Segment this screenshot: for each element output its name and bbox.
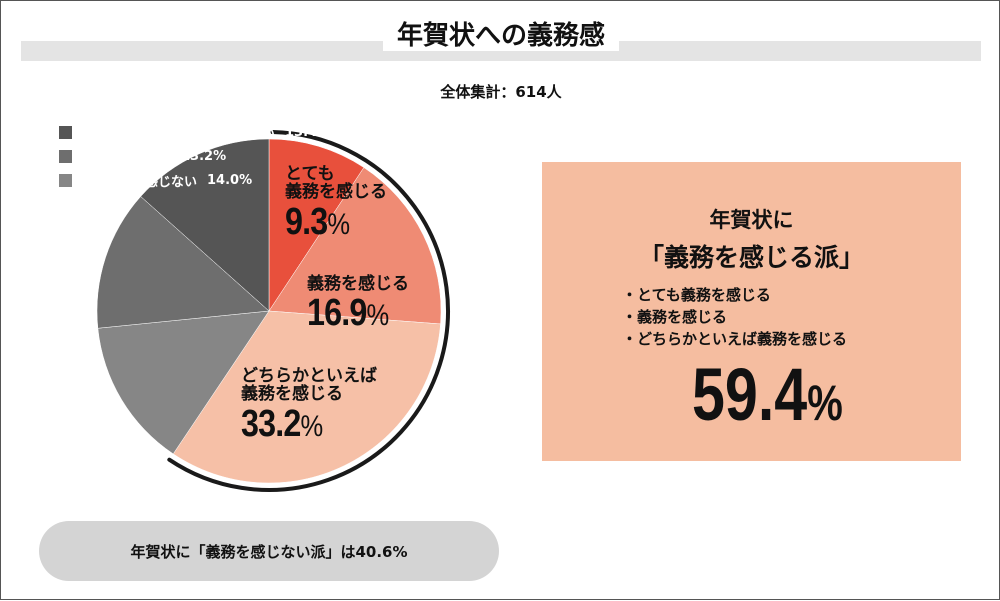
summary-item: どちらかといえば義務を感じる [622, 328, 847, 350]
slice-somewhat-not [140, 138, 270, 312]
legend-swatch [59, 173, 72, 187]
summary-item: とても義務を感じる [622, 284, 847, 306]
summary-line2: 「義務を感じる派」 [638, 243, 864, 272]
legend-value: 14.0% [207, 172, 253, 188]
legend-item: 全く義務を感じない 14.0% [59, 168, 330, 192]
slice-value: 9.3% [285, 200, 350, 243]
slice-not-at-all [97, 310, 270, 455]
slice-label-somewhat: どちらかといえば 義務を感じる 33.2% [241, 367, 377, 445]
slice-label-very: とても 義務を感じる 9.3% [285, 165, 387, 243]
legend-label: 全く義務を感じない [80, 174, 198, 190]
legend-value: 13.4% [285, 124, 331, 140]
chart-title: 年賀状への義務感 [1, 15, 1000, 52]
slice-feel [268, 167, 442, 325]
slice-label-line: 義務を感じる [241, 384, 343, 405]
footer-pill: 年賀状に「義務を感じない派」は40.6% [39, 521, 499, 581]
legend-swatch [59, 149, 72, 163]
slice-not-feel [96, 196, 270, 329]
slice-label-line: とても [285, 164, 335, 184]
legend-swatch [59, 125, 72, 139]
summary-item: 義務を感じる [622, 306, 847, 328]
summary-heading: 年賀状に 「義務を感じる派」 [542, 204, 961, 274]
slice-label-line: 義務を感じる [307, 274, 409, 294]
slice-label-feel: 義務を感じる 16.9% [307, 275, 409, 334]
legend: どちらかといえば義務を感じない 13.4% 義務を感じない 13.2% 全く義務… [59, 120, 330, 192]
legend-value: 13.2% [181, 148, 227, 164]
slice-very-strong [268, 138, 365, 312]
slice-somewhat-feel [172, 310, 441, 484]
summary-line1: 年賀状に [709, 208, 794, 232]
summary-total: 59.4% [692, 353, 843, 436]
summary-list: とても義務を感じる 義務を感じる どちらかといえば義務を感じる [622, 284, 847, 350]
highlight-arc [167, 130, 450, 492]
slice-value: 16.9% [307, 292, 389, 335]
slice-value: 33.2% [241, 402, 323, 445]
slice-label-line: 義務を感じる [285, 182, 387, 203]
legend-item: どちらかといえば義務を感じない 13.4% [59, 120, 330, 144]
legend-label: 義務を感じない [80, 150, 172, 166]
title-bar [21, 41, 981, 61]
summary-box: 年賀状に 「義務を感じる派」 とても義務を感じる 義務を感じる どちらかといえば… [542, 162, 961, 461]
chart-subtitle: 全体集計：614人 [440, 83, 562, 101]
legend-label: どちらかといえば義務を感じない [80, 126, 276, 142]
legend-item: 義務を感じない 13.2% [59, 144, 330, 168]
slice-label-line: どちらかといえば [241, 366, 377, 386]
